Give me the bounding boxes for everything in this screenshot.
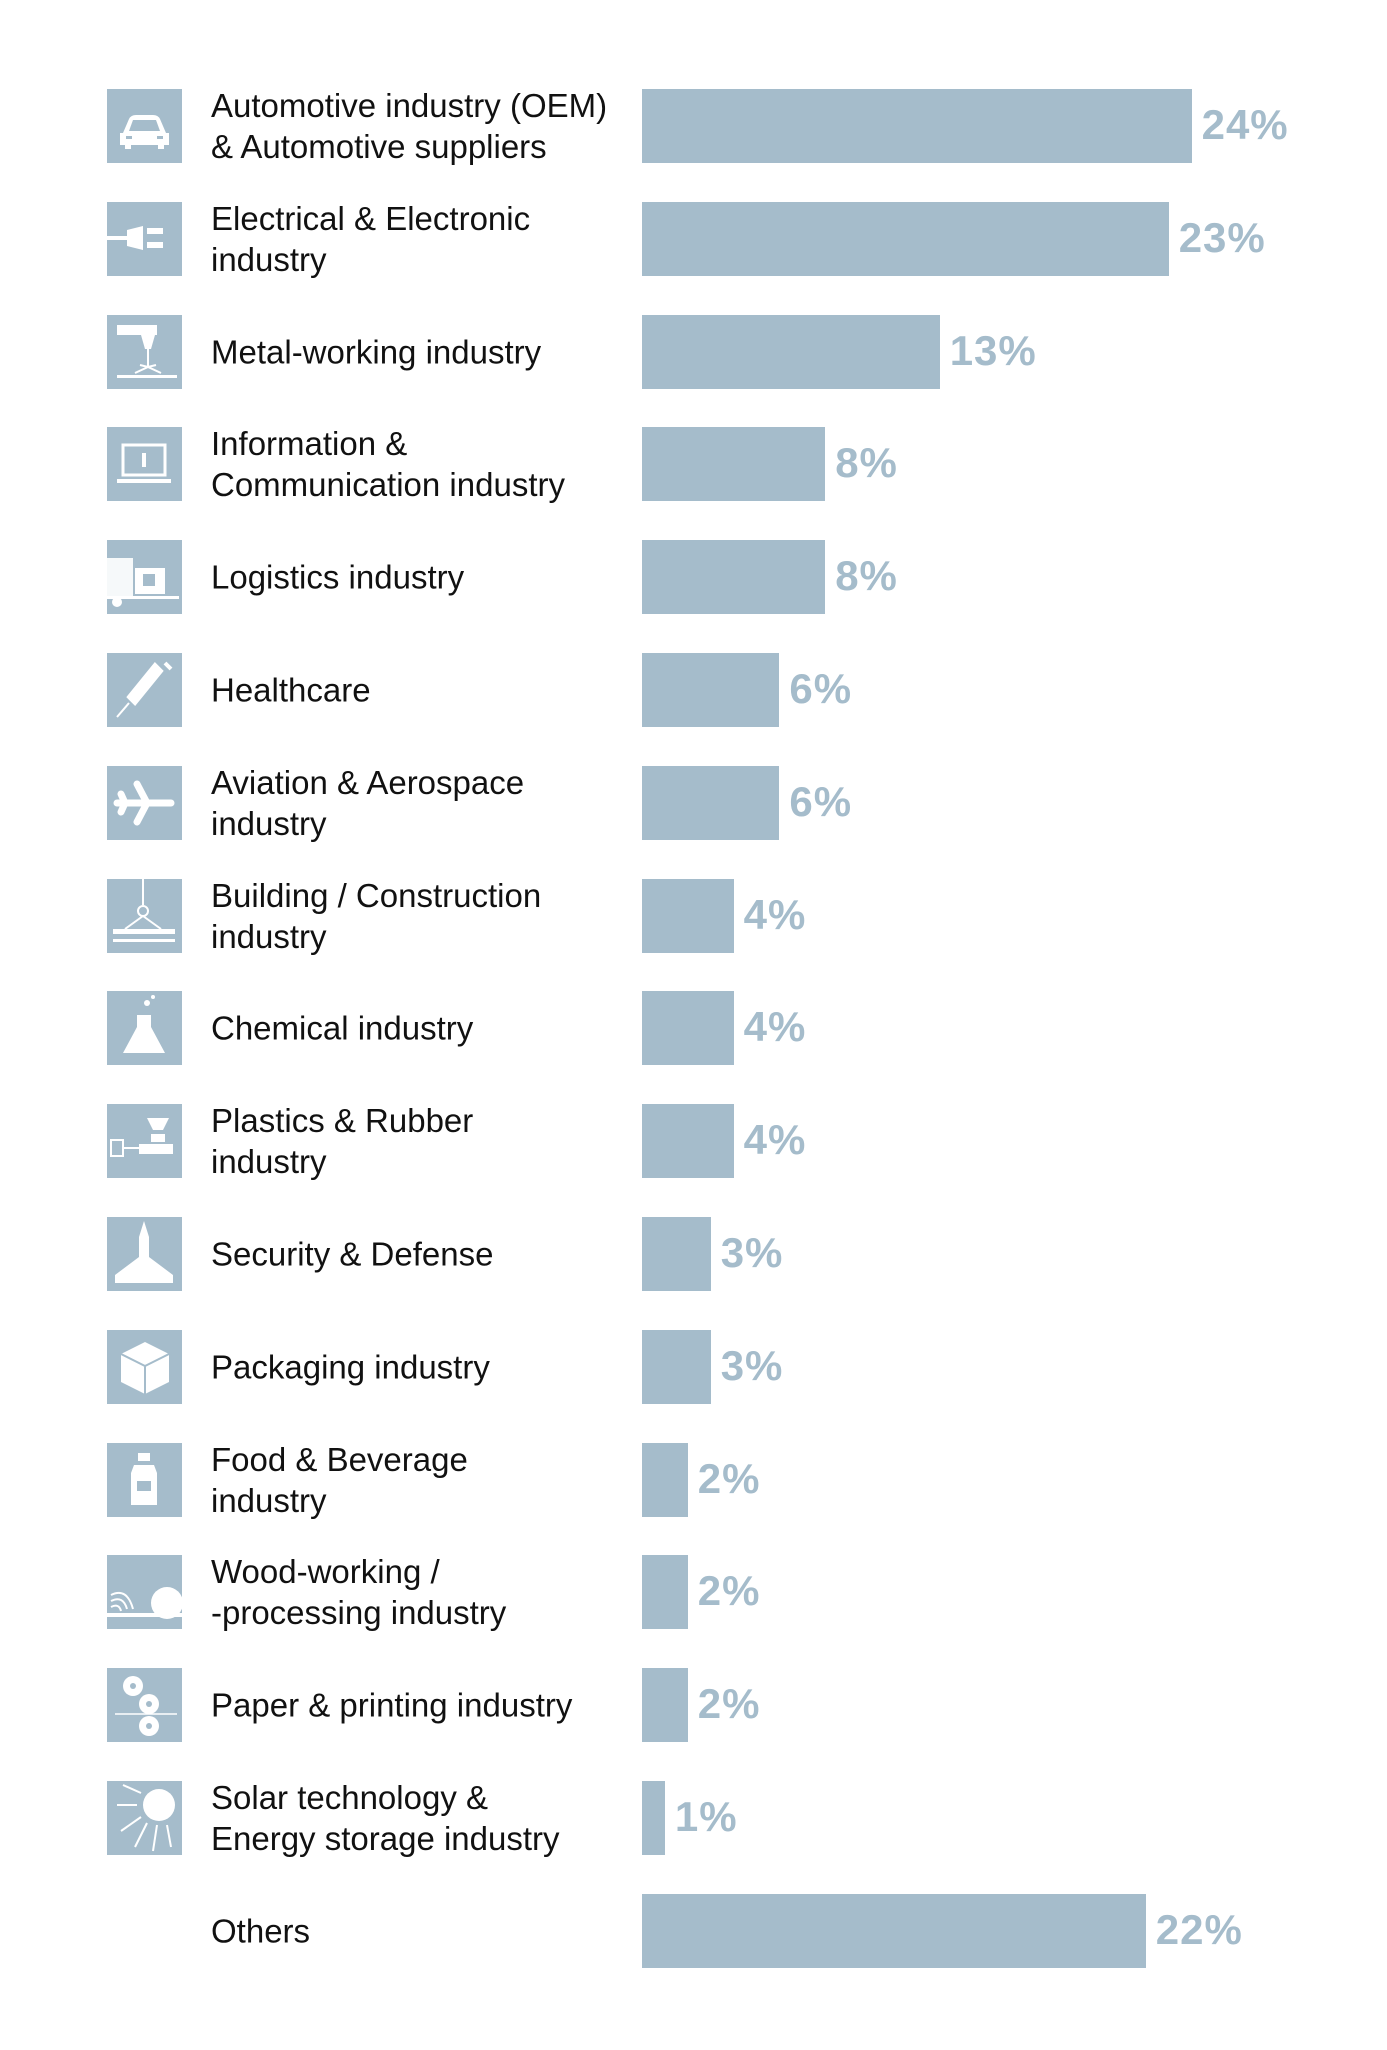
chart-row: Wood-working / -processing industry 2%	[0, 1553, 1387, 1631]
car-icon	[107, 89, 182, 163]
value-label: 3%	[720, 1341, 784, 1389]
bar	[642, 1442, 688, 1517]
category-label: Information & Communication industry	[211, 425, 565, 504]
value-label: 6%	[789, 665, 853, 713]
category-label: Food & Beverage industry	[211, 1440, 468, 1519]
chart-row: Packaging industry 3%	[0, 1329, 1387, 1404]
bar	[642, 314, 940, 389]
category-label: Aviation & Aerospace industry	[211, 763, 525, 842]
value-label: 1%	[674, 1793, 738, 1841]
bar	[642, 427, 826, 502]
value-label: 2%	[697, 1454, 761, 1502]
category-label: Others	[211, 1912, 311, 1950]
value-label: 8%	[835, 439, 898, 487]
category-label: Security & Defense	[211, 1235, 494, 1273]
chart-row: Food & Beverage industry 2%	[0, 1441, 1387, 1519]
category-label: Automotive industry (OEM) & Automotive s…	[211, 87, 608, 165]
category-label: Wood-working / -processing industry	[211, 1553, 507, 1632]
bar	[642, 878, 734, 953]
value-label: 6%	[789, 777, 853, 825]
category-label: Chemical industry	[211, 1009, 474, 1047]
bar	[642, 89, 1192, 163]
fighter-jet-icon	[107, 1217, 182, 1291]
chart-row: Chemical industry 4%	[0, 991, 1387, 1066]
bar	[642, 1329, 711, 1404]
syringe-icon	[107, 653, 182, 727]
chart-row: Paper & printing industry 2%	[0, 1668, 1387, 1743]
laptop-info-icon	[107, 427, 182, 502]
chart-row: Plastics & Rubber industry 4%	[0, 1102, 1387, 1180]
chart-row: Electrical & Electronic industry 23%	[0, 200, 1387, 278]
chart-row: Others 22%	[0, 1893, 1387, 1968]
chart-row: Healthcare 6%	[0, 653, 1387, 727]
bar	[642, 201, 1169, 276]
chart-row: Automotive industry (OEM) & Automotive s…	[0, 87, 1387, 165]
paper-rolls-icon	[107, 1668, 182, 1743]
category-label: Healthcare	[211, 671, 371, 709]
category-label: Logistics industry	[211, 558, 465, 596]
value-label: 4%	[743, 890, 807, 938]
airplane-icon	[107, 765, 182, 840]
value-label: 3%	[720, 1229, 784, 1277]
injection-molding-icon	[107, 1104, 182, 1179]
bottle-icon	[107, 1442, 182, 1517]
truck-icon	[107, 540, 182, 615]
chart-row: Information & Communication industry 8%	[0, 425, 1387, 503]
category-label: Electrical & Electronic industry	[211, 199, 531, 278]
bar	[642, 1893, 1146, 1968]
bar	[642, 991, 734, 1066]
plug-icon	[107, 201, 182, 276]
bar	[642, 1555, 688, 1630]
bar	[642, 1217, 711, 1291]
value-label: 8%	[835, 552, 898, 600]
chart-row: Solar technology & Energy storage indust…	[0, 1779, 1387, 1857]
value-label: 4%	[743, 1116, 807, 1164]
category-label: Solar technology & Energy storage indust…	[211, 1779, 560, 1857]
value-label: 23%	[1178, 213, 1266, 261]
category-label: Plastics & Rubber industry	[211, 1102, 474, 1181]
bar	[642, 540, 826, 615]
value-label: 4%	[743, 1003, 807, 1051]
category-label: Building / Construction industry	[211, 876, 542, 955]
saw-blade-icon	[107, 1555, 183, 1630]
box-icon	[107, 1329, 182, 1404]
laser-cutter-icon	[107, 314, 182, 389]
chart-row: Security & Defense 3%	[0, 1217, 1387, 1291]
bar	[642, 765, 780, 840]
value-label: 2%	[697, 1567, 761, 1615]
value-label: 2%	[697, 1680, 761, 1728]
bar	[642, 653, 780, 727]
chart-row: Building / Construction industry 4%	[0, 877, 1387, 955]
category-label: Packaging industry	[211, 1348, 490, 1386]
bar	[642, 1668, 688, 1743]
flask-icon	[107, 991, 182, 1066]
bar	[642, 1104, 734, 1179]
category-label: Metal-working industry	[211, 333, 542, 371]
sun-icon	[107, 1781, 182, 1855]
chart-row: Aviation & Aerospace industry 6%	[0, 764, 1387, 842]
chart-row: Logistics industry 8%	[0, 540, 1387, 615]
bar	[642, 1781, 665, 1855]
value-label: 24%	[1201, 101, 1289, 149]
value-label: 22%	[1155, 1905, 1243, 1953]
value-label: 13%	[949, 326, 1037, 374]
crane-icon	[107, 878, 182, 953]
category-label: Paper & printing industry	[211, 1686, 573, 1724]
chart-row: Metal-working industry 13%	[0, 314, 1387, 389]
